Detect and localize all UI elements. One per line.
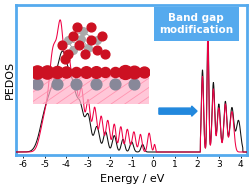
Point: [113, 71, 117, 74]
Point: [132, 71, 136, 74]
FancyArrow shape: [159, 106, 197, 116]
Point: [71, 48, 75, 51]
X-axis label: Energy / eV: Energy / eV: [100, 174, 164, 184]
Point: [94, 48, 99, 51]
Y-axis label: PEDOS: PEDOS: [5, 61, 15, 99]
Point: [132, 82, 136, 85]
Point: [89, 25, 93, 28]
Point: [79, 37, 83, 40]
Point: [60, 43, 64, 46]
Point: [86, 46, 90, 49]
Point: [113, 82, 117, 85]
Point: [45, 71, 49, 74]
Bar: [33, 72, 149, 104]
Point: [55, 82, 59, 85]
Point: [89, 39, 93, 42]
Point: [93, 71, 98, 74]
Point: [74, 71, 78, 74]
Point: [63, 57, 67, 60]
Point: [77, 43, 81, 46]
Point: [71, 34, 75, 37]
FancyBboxPatch shape: [154, 7, 239, 41]
Point: [35, 71, 39, 74]
Point: [35, 82, 39, 85]
Point: [94, 39, 99, 42]
Point: [66, 39, 70, 42]
Point: [74, 82, 78, 85]
Point: [142, 71, 146, 74]
Point: [75, 25, 79, 28]
Point: [65, 71, 69, 74]
Point: [93, 82, 98, 85]
Point: [66, 53, 70, 56]
Point: [84, 71, 88, 74]
Point: [103, 71, 107, 74]
Point: [81, 30, 85, 33]
Point: [100, 34, 104, 37]
Point: [83, 53, 87, 56]
Point: [103, 53, 107, 56]
Text: Band gap
modification: Band gap modification: [159, 13, 233, 35]
Point: [55, 71, 59, 74]
Point: [123, 71, 127, 74]
